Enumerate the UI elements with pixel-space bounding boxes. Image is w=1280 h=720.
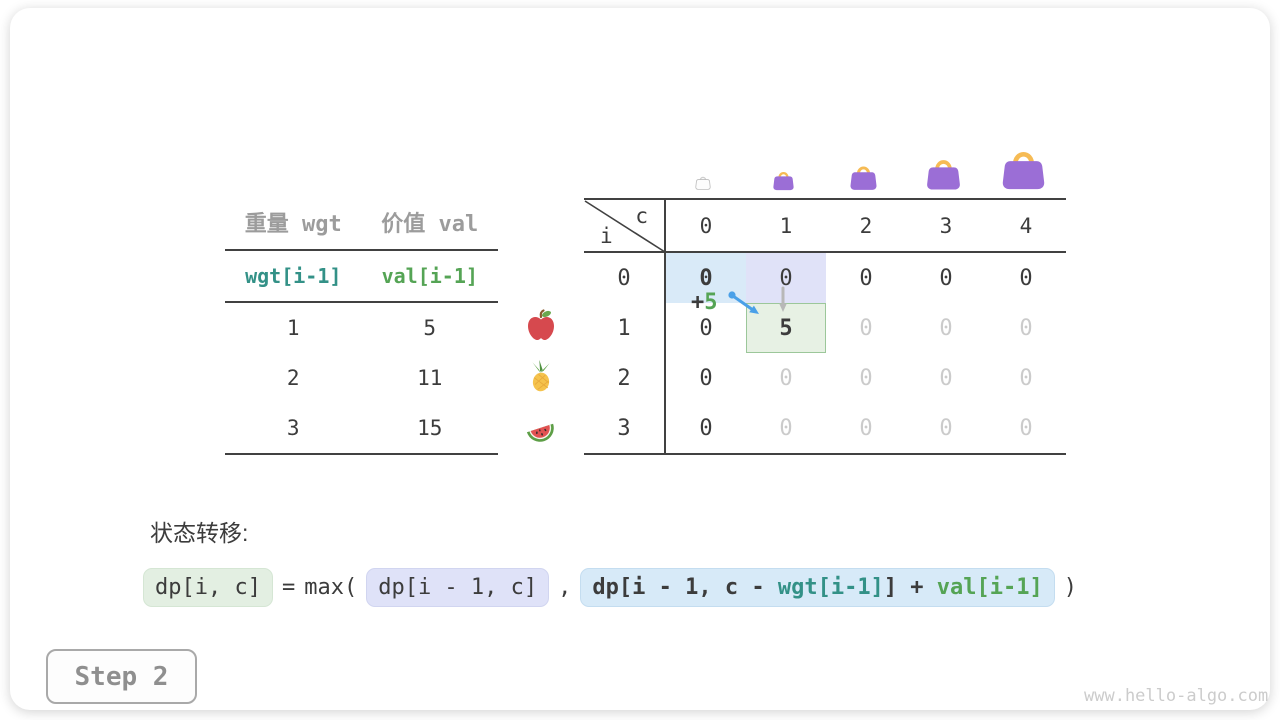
dp-row-header: 2 xyxy=(584,353,666,403)
dp-cell: 0 xyxy=(779,415,793,441)
dp-cell: 0 xyxy=(859,365,873,391)
dp-row-header: 0 xyxy=(584,253,666,303)
bag-icon xyxy=(773,171,794,191)
bag-icon xyxy=(850,166,877,190)
figure-card: 重量 wgt 价值 val wgt[i-1] val[i-1] 1 5 2 11… xyxy=(10,8,1270,710)
item-row: 3 15 xyxy=(225,403,498,455)
empty-bag-icon xyxy=(695,176,711,190)
item-row: 1 5 xyxy=(225,303,498,353)
transition-formula: dp[i, c] = max( dp[i - 1, c] , dp[i - 1,… xyxy=(143,568,1077,607)
dp-col-header: 2 xyxy=(826,200,906,253)
add-value-annotation: +5 xyxy=(691,290,718,315)
dp-corner-cell: c i xyxy=(584,200,666,253)
take-item-prefix: dp[i - 1, c - xyxy=(592,575,778,600)
dp-cell: 0 xyxy=(939,415,953,441)
dp-cell: 0 xyxy=(699,315,713,341)
dp-cell: 0 xyxy=(1019,265,1033,291)
dp-cell: 5 xyxy=(746,303,826,353)
val-index-label: val[i-1] xyxy=(381,264,478,288)
items-table: 重量 wgt 价值 val wgt[i-1] val[i-1] 1 5 2 11… xyxy=(225,194,498,455)
item-value: 15 xyxy=(417,416,443,440)
dp-cell: 0 xyxy=(859,415,873,441)
plus-sign: + xyxy=(691,290,705,315)
skip-item-term: dp[i - 1, c] xyxy=(366,568,550,607)
dp-row-header: 1 xyxy=(584,303,666,353)
diagonal-divider xyxy=(584,200,666,253)
dp-col-header: 0 xyxy=(666,200,746,253)
step-badge: Step 2 xyxy=(46,649,197,704)
max-function: max( xyxy=(304,575,358,600)
dp-cell: 0 xyxy=(699,365,713,391)
dp-cell: 0 xyxy=(939,365,953,391)
bag-icon xyxy=(1002,152,1045,190)
dp-cell: 0 xyxy=(1019,365,1033,391)
take-item-mid: ] + xyxy=(883,575,937,600)
added-value: 5 xyxy=(704,290,718,315)
state-transition-label: 状态转移: xyxy=(150,520,249,546)
dp-cell: 0 xyxy=(779,365,793,391)
item-weight: 2 xyxy=(286,366,300,390)
items-table-index-row: wgt[i-1] val[i-1] xyxy=(225,251,498,303)
value-column-header: 价值 val xyxy=(381,211,479,237)
wgt-term: wgt[i-1] xyxy=(777,575,884,600)
val-term: val[i-1] xyxy=(936,575,1043,600)
dp-cell: 0 xyxy=(699,415,713,441)
apple-icon xyxy=(528,309,554,341)
item-value: 5 xyxy=(423,316,437,340)
dp-cell: 0 xyxy=(859,315,873,341)
dp-col-header: 3 xyxy=(906,200,986,253)
dp-cell: 0 xyxy=(1019,315,1033,341)
pineapple-icon xyxy=(532,359,550,392)
item-weight: 3 xyxy=(286,416,300,440)
dp-table: c i 0 1 2 3 4 0 0 0 0 0 0 1 0 5 0 0 0 2 … xyxy=(584,198,1066,455)
dp-cell: 0 xyxy=(939,315,953,341)
take-item-term: dp[i - 1, c - wgt[i-1]] + val[i-1] xyxy=(580,568,1055,607)
item-var-label: i xyxy=(600,224,613,248)
dp-cell: 0 xyxy=(746,253,826,303)
dp-cell: 0 xyxy=(939,265,953,291)
weight-column-header: 重量 wgt xyxy=(244,211,342,237)
capacity-var-label: c xyxy=(635,204,648,228)
dp-cell: 0 xyxy=(859,265,873,291)
wgt-index-label: wgt[i-1] xyxy=(245,264,342,288)
bag-icon xyxy=(927,160,960,190)
item-value: 11 xyxy=(417,366,443,390)
dp-current-term: dp[i, c] xyxy=(143,568,273,607)
equals-sign: = xyxy=(281,575,296,600)
comma: , xyxy=(558,575,572,600)
watermark: www.hello-algo.com xyxy=(1084,686,1269,706)
item-row: 2 11 xyxy=(225,353,498,403)
close-paren: ) xyxy=(1063,575,1078,600)
dp-col-header: 1 xyxy=(746,200,826,253)
dp-cell: 0 xyxy=(1019,415,1033,441)
watermelon-icon xyxy=(526,423,554,442)
dp-row-header: 3 xyxy=(584,403,666,453)
item-weight: 1 xyxy=(286,316,300,340)
items-table-header-row: 重量 wgt 价值 val xyxy=(225,194,498,251)
dp-col-header: 4 xyxy=(986,200,1066,253)
